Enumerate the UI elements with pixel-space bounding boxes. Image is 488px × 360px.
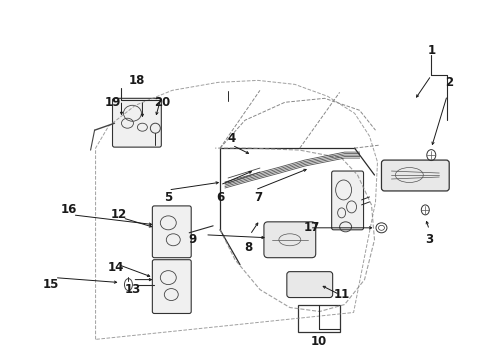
Bar (297, 305, 339, 332)
Text: 12: 12 (110, 208, 126, 221)
Text: 14: 14 (107, 261, 123, 274)
FancyBboxPatch shape (152, 206, 191, 258)
Text: 16: 16 (61, 203, 77, 216)
FancyBboxPatch shape (112, 98, 161, 147)
Text: 1: 1 (427, 44, 434, 57)
Text: 9: 9 (188, 233, 196, 246)
Text: 2: 2 (444, 76, 452, 89)
Text: 19: 19 (104, 96, 121, 109)
FancyBboxPatch shape (264, 222, 315, 258)
Text: 5: 5 (164, 192, 172, 204)
Text: 7: 7 (253, 192, 262, 204)
Text: 17: 17 (303, 221, 319, 234)
FancyBboxPatch shape (331, 171, 363, 230)
Text: 10: 10 (310, 335, 326, 348)
Text: 11: 11 (333, 288, 349, 301)
Text: 13: 13 (124, 283, 140, 296)
Text: 6: 6 (216, 192, 224, 204)
Text: 20: 20 (154, 96, 170, 109)
FancyBboxPatch shape (152, 260, 191, 314)
Text: 3: 3 (425, 233, 432, 246)
Text: 15: 15 (42, 278, 59, 291)
Text: 4: 4 (227, 132, 236, 145)
FancyBboxPatch shape (286, 272, 332, 298)
FancyBboxPatch shape (381, 160, 448, 191)
Text: 8: 8 (244, 241, 252, 254)
Text: 18: 18 (128, 74, 144, 87)
